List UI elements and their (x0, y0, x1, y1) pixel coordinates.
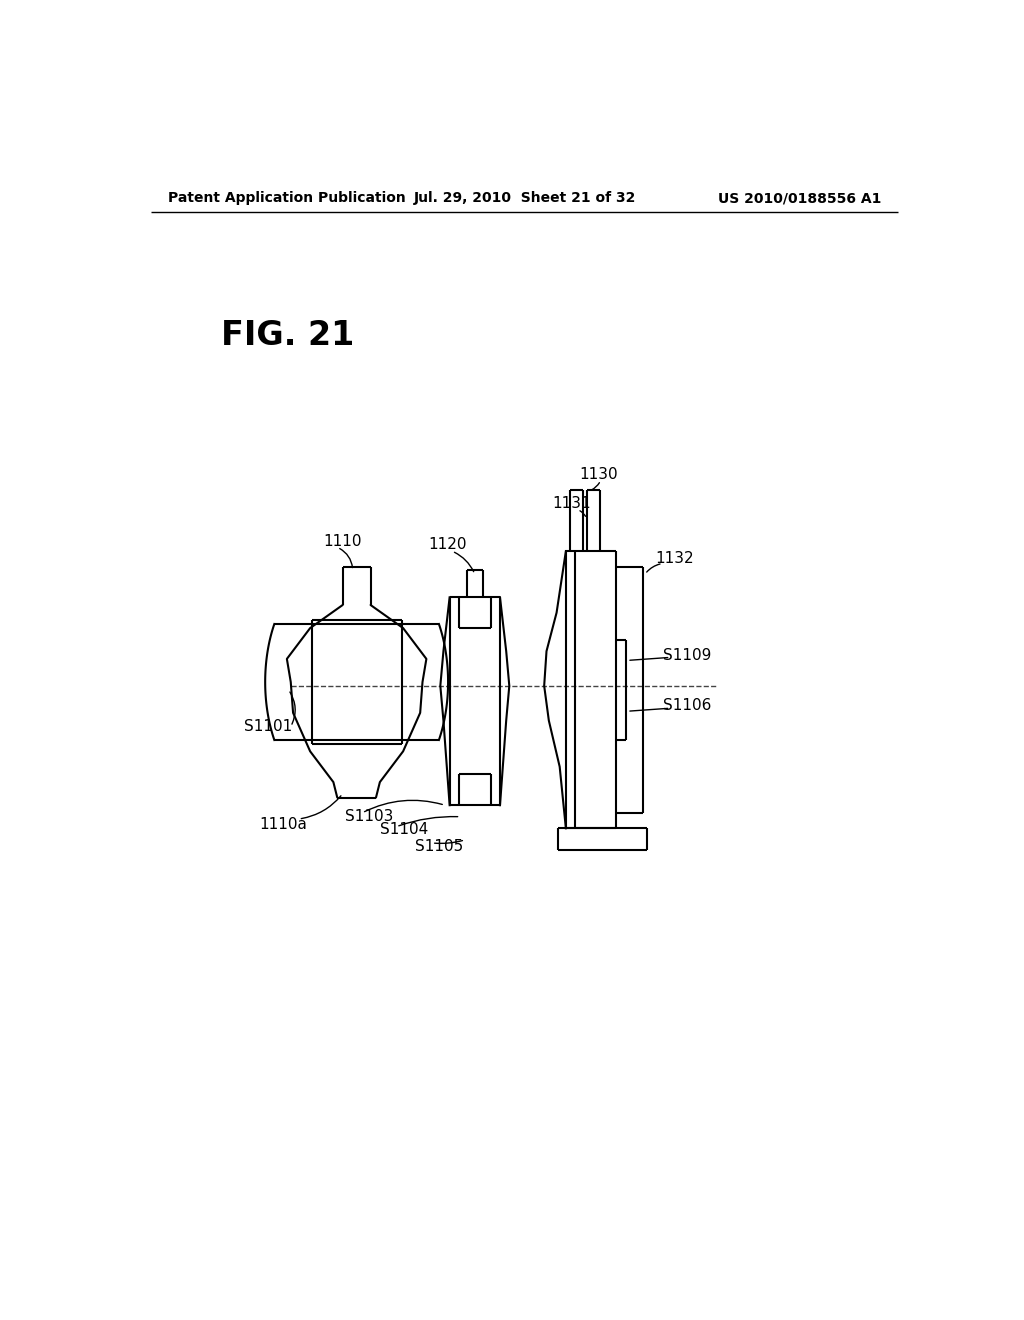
Text: 1130: 1130 (579, 466, 617, 482)
Text: US 2010/0188556 A1: US 2010/0188556 A1 (718, 191, 882, 206)
Text: 1132: 1132 (655, 552, 693, 566)
Text: S1109: S1109 (663, 648, 711, 663)
Text: S1103: S1103 (345, 809, 393, 824)
Text: FIG. 21: FIG. 21 (221, 319, 354, 352)
Text: 1120: 1120 (429, 537, 467, 553)
Text: 1110: 1110 (324, 535, 361, 549)
Text: S1105: S1105 (415, 838, 463, 854)
Text: Patent Application Publication: Patent Application Publication (168, 191, 407, 206)
Text: 1131: 1131 (553, 496, 591, 511)
Text: 1110a: 1110a (260, 817, 307, 832)
Text: S1104: S1104 (380, 822, 428, 837)
Text: Jul. 29, 2010  Sheet 21 of 32: Jul. 29, 2010 Sheet 21 of 32 (414, 191, 636, 206)
Text: S1101: S1101 (245, 719, 293, 734)
Text: S1106: S1106 (663, 697, 711, 713)
